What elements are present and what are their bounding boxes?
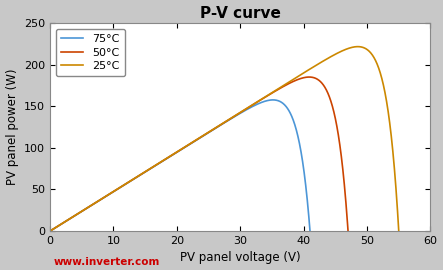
Y-axis label: PV panel power (W): PV panel power (W) — [6, 69, 19, 185]
50°C — [346, 230, 351, 233]
75°C — [252, 104, 257, 107]
25°C — [208, 129, 213, 133]
Line: 25°C: 25°C — [50, 47, 399, 231]
25°C — [322, 59, 327, 62]
50°C — [307, 75, 312, 79]
75°C — [300, 160, 305, 163]
75°C — [167, 155, 172, 158]
25°C — [47, 230, 53, 233]
25°C — [65, 218, 70, 222]
Legend: 75°C, 50°C, 25°C: 75°C, 50°C, 25°C — [56, 29, 125, 76]
Text: www.inverter.com: www.inverter.com — [53, 257, 159, 267]
Line: 50°C: 50°C — [50, 77, 348, 231]
50°C — [62, 220, 68, 223]
75°C — [61, 221, 66, 224]
50°C — [192, 139, 198, 142]
75°C — [270, 98, 276, 102]
50°C — [282, 84, 288, 87]
25°C — [355, 45, 361, 48]
50°C — [184, 144, 190, 147]
75°C — [300, 159, 305, 162]
Title: P-V curve: P-V curve — [200, 6, 281, 21]
25°C — [396, 230, 401, 233]
75°C — [47, 230, 53, 233]
25°C — [386, 114, 392, 118]
25°C — [386, 113, 391, 117]
50°C — [337, 141, 342, 144]
50°C — [337, 140, 342, 143]
75°C — [174, 151, 179, 154]
X-axis label: PV panel voltage (V): PV panel voltage (V) — [180, 251, 301, 264]
Line: 75°C: 75°C — [50, 100, 310, 231]
75°C — [307, 230, 313, 233]
50°C — [47, 230, 53, 233]
25°C — [217, 124, 222, 127]
